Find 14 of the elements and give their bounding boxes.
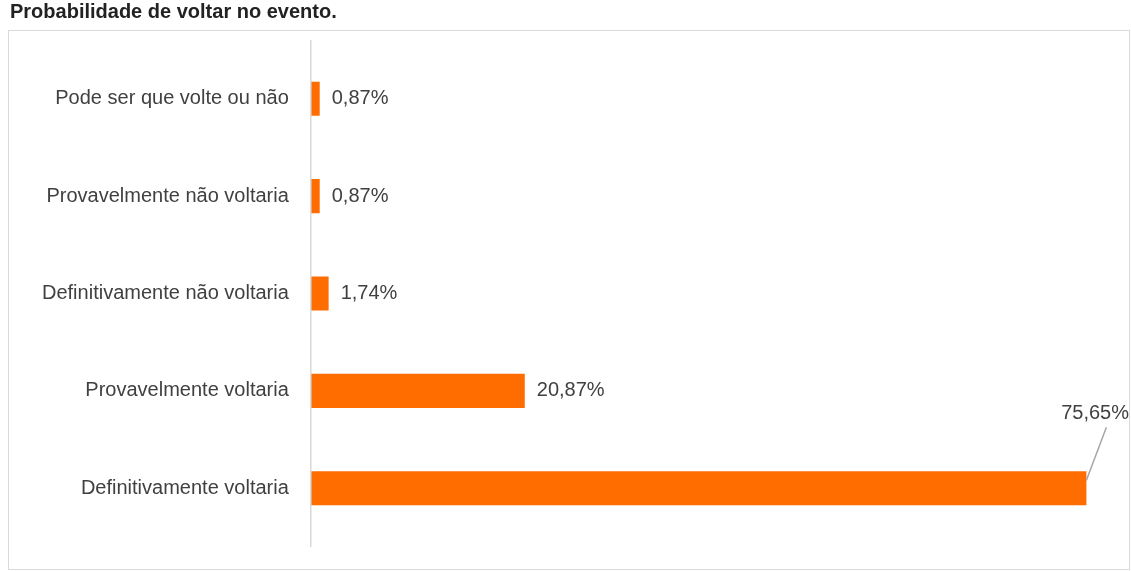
bar — [310, 276, 329, 311]
data-label: 75,65% — [1061, 400, 1130, 423]
y-tick-label: Provavelmente voltaria — [85, 378, 290, 401]
data-label: 0,87% — [331, 86, 389, 109]
y-tick-label: Definitivamente voltaria — [80, 475, 290, 498]
bar — [310, 373, 525, 408]
y-tick-label: Definitivamente não voltaria — [42, 281, 290, 304]
chart-title: Probabilidade de voltar no evento. — [10, 0, 337, 23]
data-label: 0,87% — [331, 183, 389, 206]
data-label: 1,74% — [340, 281, 398, 304]
y-tick-label: Provavelmente não voltaria — [46, 183, 290, 206]
y-tick-label: Pode ser que volte ou não — [55, 86, 289, 109]
data-label: 20,87% — [536, 378, 605, 401]
bar — [310, 471, 1087, 506]
